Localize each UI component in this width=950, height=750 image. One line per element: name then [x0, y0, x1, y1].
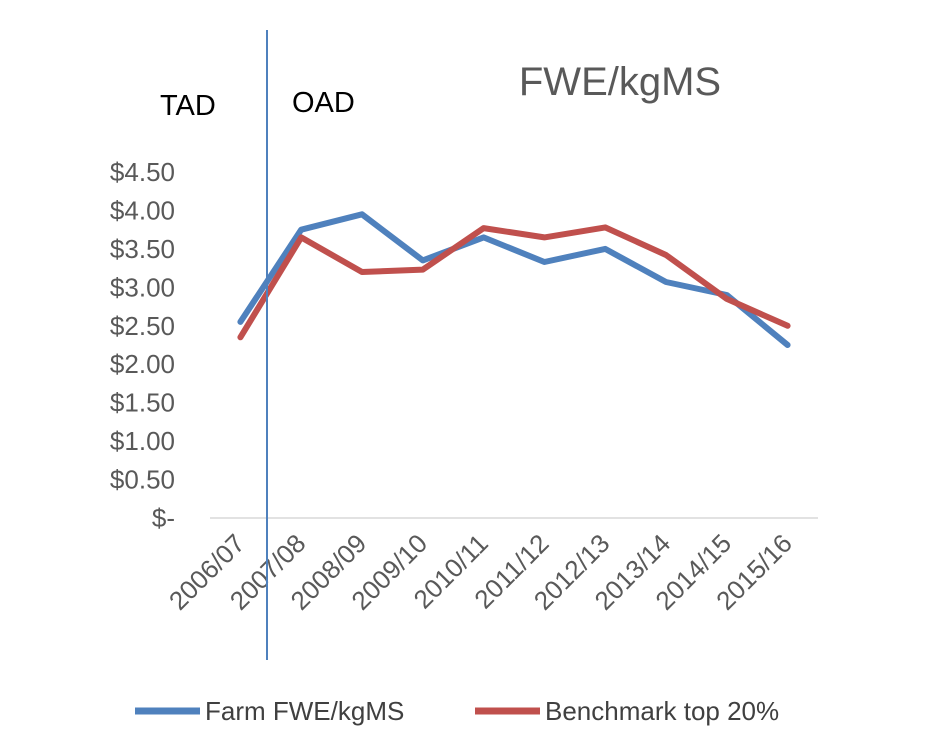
y-tick-label: $1.00	[110, 426, 175, 456]
y-tick-label: $4.00	[110, 195, 175, 225]
y-tick-label: $3.50	[110, 234, 175, 264]
legend: Farm FWE/kgMS Benchmark top 20%	[135, 696, 779, 726]
y-tick-label: $-	[152, 503, 175, 533]
y-tick-label: $0.50	[110, 465, 175, 495]
tad-label: TAD	[160, 90, 216, 122]
legend-label-farm: Farm FWE/kgMS	[205, 696, 404, 726]
series-layer	[237, 211, 791, 348]
y-tick-label: $2.50	[110, 311, 175, 341]
series-line-benchmark	[237, 224, 791, 341]
series-line-farm	[237, 211, 791, 348]
y-tick-label: $4.50	[110, 157, 175, 187]
x-axis: 2006/072007/082008/092009/102010/112011/…	[163, 528, 798, 616]
chart-title: FWE/kgMS	[519, 60, 721, 104]
y-tick-label: $1.50	[110, 388, 175, 418]
y-tick-label: $2.00	[110, 349, 175, 379]
y-tick-label: $3.00	[110, 272, 175, 302]
oad-label: OAD	[292, 87, 355, 119]
y-axis: $- $0.50 $1.00 $1.50 $2.00 $2.50 $3.00 $3.50 $4.…	[110, 157, 175, 533]
legend-label-benchmark: Benchmark top 20%	[545, 696, 779, 726]
